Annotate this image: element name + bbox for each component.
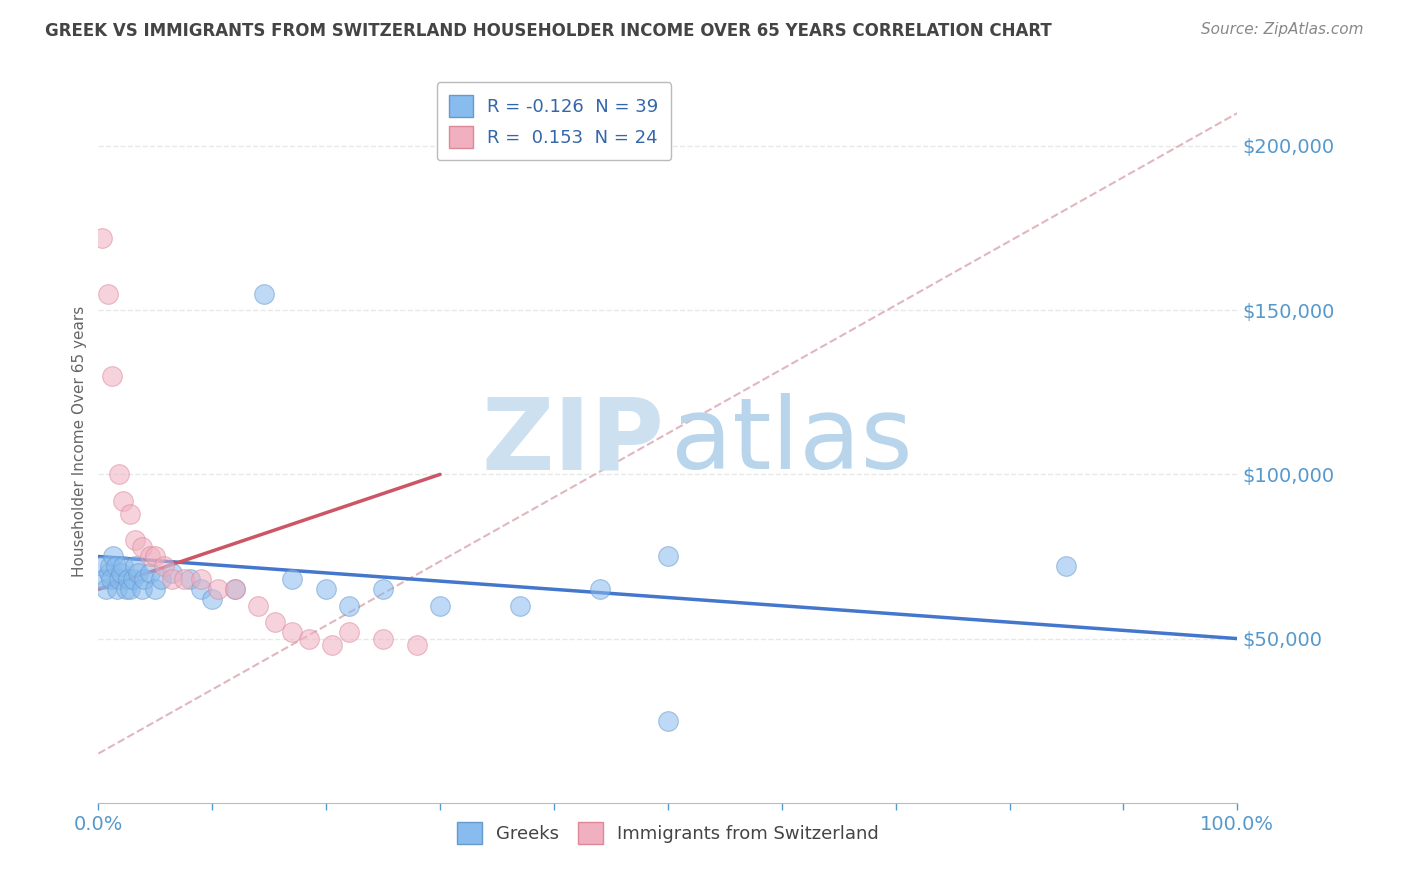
Point xyxy=(104,559,127,574)
Point xyxy=(657,714,679,728)
Text: ZIP: ZIP xyxy=(482,393,665,490)
Point xyxy=(114,582,136,597)
Point xyxy=(108,467,131,482)
Point xyxy=(132,573,155,587)
Point xyxy=(124,533,146,547)
Point xyxy=(145,549,167,564)
Point xyxy=(98,559,121,574)
Point xyxy=(337,599,360,613)
Point xyxy=(173,573,195,587)
Y-axis label: Householder Income Over 65 years: Householder Income Over 65 years xyxy=(72,306,87,577)
Point xyxy=(264,615,287,630)
Point xyxy=(145,582,167,597)
Text: atlas: atlas xyxy=(671,393,912,490)
Point xyxy=(153,559,176,574)
Point xyxy=(96,286,118,301)
Point xyxy=(429,599,451,613)
Point xyxy=(190,573,212,587)
Point xyxy=(509,599,531,613)
Point xyxy=(657,549,679,564)
Point xyxy=(90,231,112,245)
Point xyxy=(162,573,184,587)
Point xyxy=(117,573,139,587)
Point xyxy=(131,540,153,554)
Point xyxy=(321,638,343,652)
Point xyxy=(120,507,142,521)
Point xyxy=(96,582,118,597)
Point xyxy=(371,582,394,597)
Point xyxy=(588,582,610,597)
Point xyxy=(108,573,131,587)
Text: Source: ZipAtlas.com: Source: ZipAtlas.com xyxy=(1201,22,1364,37)
Point xyxy=(246,599,269,613)
Legend: Greeks, Immigrants from Switzerland: Greeks, Immigrants from Switzerland xyxy=(450,815,886,852)
Point xyxy=(93,573,115,587)
Point xyxy=(121,573,143,587)
Point xyxy=(131,582,153,597)
Point xyxy=(112,493,135,508)
Point xyxy=(179,573,201,587)
Point xyxy=(97,566,120,580)
Point xyxy=(201,592,224,607)
Text: GREEK VS IMMIGRANTS FROM SWITZERLAND HOUSEHOLDER INCOME OVER 65 YEARS CORRELATIO: GREEK VS IMMIGRANTS FROM SWITZERLAND HOU… xyxy=(45,22,1052,40)
Point xyxy=(224,582,246,597)
Point xyxy=(315,582,337,597)
Point xyxy=(120,582,142,597)
Point xyxy=(337,625,360,640)
Point xyxy=(281,573,304,587)
Point xyxy=(162,566,184,580)
Point xyxy=(90,559,112,574)
Point xyxy=(406,638,429,652)
Point xyxy=(112,559,135,574)
Point xyxy=(110,566,132,580)
Point xyxy=(138,566,160,580)
Point xyxy=(281,625,304,640)
Point xyxy=(150,573,173,587)
Point xyxy=(100,573,122,587)
Point xyxy=(1056,559,1078,574)
Point xyxy=(103,549,125,564)
Point xyxy=(105,582,128,597)
Point xyxy=(138,549,160,564)
Point xyxy=(207,582,229,597)
Point xyxy=(371,632,394,646)
Point xyxy=(190,582,212,597)
Point xyxy=(252,286,274,301)
Point xyxy=(224,582,246,597)
Point xyxy=(298,632,321,646)
Point xyxy=(101,368,124,383)
Point xyxy=(127,566,149,580)
Point xyxy=(124,559,146,574)
